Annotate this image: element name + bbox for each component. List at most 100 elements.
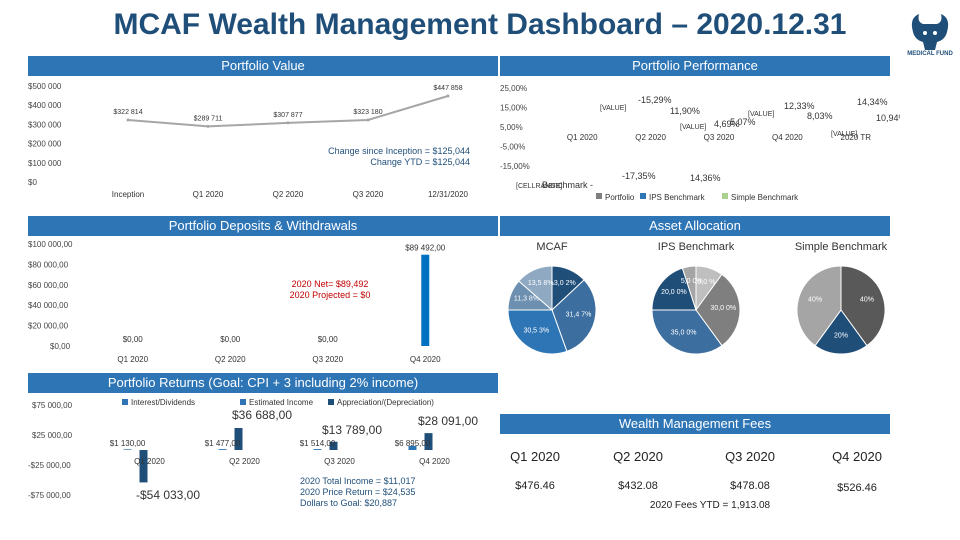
value-point (126, 118, 130, 122)
returns-appreciation-bar (234, 427, 243, 450)
returns-header: Portfolio Returns (Goal: CPI + 3 includi… (28, 373, 498, 393)
deposits-data-label: $89 492,00 (405, 244, 446, 253)
value-data-label: $323 180 (353, 109, 382, 116)
portfolio-performance-header: Portfolio Performance (500, 56, 890, 76)
allocation-pie-label: 40% (808, 297, 822, 304)
value-xtick: Q3 2020 (353, 190, 384, 199)
value-annotation-line-1: Change since Inception = $125,044 (328, 146, 470, 156)
deposits-ytick: $20 000,00 (28, 322, 69, 331)
deposits-ytick: $60 000,00 (28, 281, 69, 290)
perf-ytick: -15,00% (500, 162, 530, 171)
returns-income-bar (408, 445, 417, 450)
asset-allocation-chart: MCAF 13,0 2% 31,4 7% 30,5 3% 11,3 8% 13,5 8% I… (507, 241, 888, 355)
returns-legend-swatch (240, 399, 246, 405)
returns-ytick: -$75 000,00 (28, 491, 71, 500)
returns-xtick: Q4 2020 (419, 457, 450, 466)
value-ytick: $500 000 (28, 82, 62, 91)
value-point (366, 118, 370, 122)
perf-ytick: 25,00% (500, 84, 527, 93)
value-ytick: $0 (28, 178, 37, 187)
portfolio-performance-chart: 25,00% 15,00% 5,00% -5,00% -15,00% Q1 2020 Q2 … (500, 84, 900, 202)
perf-data-label: -17,35% (622, 171, 656, 181)
returns-legend-swatch (122, 399, 128, 405)
fees-header: Wealth Management Fees (500, 414, 890, 434)
allocation-pie-label: 35,0 0% (671, 329, 697, 336)
deposits-data-label: $0,00 (220, 335, 241, 344)
allocation-pie-slice (814, 309, 868, 355)
bull-logo-icon (911, 14, 949, 50)
perf-data-label: 5,07% (730, 117, 756, 127)
perf-placeholder-label: [CELLRANGE] (516, 183, 562, 190)
allocation-pie-slice (796, 265, 842, 347)
returns-xtick: Q3 2020 (324, 457, 355, 466)
perf-legend-swatch (640, 193, 646, 199)
perf-data-label: 4,69% (714, 119, 740, 129)
allocation-pie-title: Simple Benchmark (795, 241, 888, 253)
allocation-header: Asset Allocation (500, 216, 890, 236)
perf-xtick: Q4 2020 (772, 133, 803, 142)
allocation-pie-label: 13,0 2% (550, 280, 576, 287)
portfolio-value-header: Portfolio Value (28, 56, 498, 76)
deposits-header: Portfolio Deposits & Withdrawals (28, 216, 498, 236)
returns-appreciation-label: -$54 033,00 (136, 488, 200, 502)
deposits-data-label: $0,00 (123, 335, 144, 344)
page-title: MCAF Wealth Management Dashboard – 2020.… (113, 8, 847, 41)
returns-appreciation-bar (424, 433, 433, 450)
deposits-ytick: $100 000,00 (28, 240, 73, 249)
value-point (206, 124, 210, 128)
returns-ytick: $75 000,00 (32, 401, 73, 410)
allocation-pie-label: 10,0 % (694, 279, 716, 286)
deposits-annotation: 2020 Net= $89,492 2020 Projected = $0 (270, 279, 390, 301)
perf-legend-swatch (596, 193, 602, 199)
deposits-annotation-line-2: 2020 Projected = $0 (289, 290, 371, 300)
returns-annotation: 2020 Total Income = $11,017 2020 Price R… (300, 476, 470, 509)
allocation-pie-slice (551, 279, 597, 353)
allocation-pie-label: 5,0 0% (681, 278, 703, 285)
fee-value-1: $476.46 (515, 480, 555, 492)
fee-value-3: $478.08 (730, 480, 770, 492)
perf-legend-swatch (722, 193, 728, 199)
deposits-ytick: $0,00 (50, 342, 71, 351)
returns-legend-item: Appreciation/(Depreciation) (337, 398, 434, 407)
returns-annotation-line-2: 2020 Price Return = $24,535 (300, 487, 416, 497)
perf-legend-item: Simple Benchmark (731, 193, 799, 202)
returns-appreciation-label: $36 688,00 (232, 408, 292, 422)
allocation-pie-label: 30,5 3% (523, 327, 549, 334)
fee-value-2: $432.08 (618, 480, 658, 492)
value-annotation-line-2: Change YTD = $125,044 (370, 157, 470, 167)
fee-quarter-2: Q2 2020 (613, 449, 663, 464)
returns-appreciation-label: $13 789,00 (322, 423, 382, 437)
allocation-pie-slice (518, 265, 553, 312)
deposits-ytick: $40 000,00 (28, 301, 69, 310)
deposits-xtick: Q4 2020 (410, 355, 441, 364)
returns-annotation-line-3: Dollars to Goal: $20,887 (300, 498, 398, 508)
perf-placeholder-label: [VALUE] (748, 111, 774, 118)
deposits-chart: $100 000,00 $80 000,00 $60 000,00 $40 000,0… (28, 240, 446, 364)
value-data-label: $447 858 (433, 85, 462, 92)
allocation-pie-label: 31,4 7% (566, 311, 592, 318)
perf-legend-prefix: Benchmark - (542, 180, 593, 190)
deposits-ytick: $80 000,00 (28, 260, 69, 269)
value-ytick: $200 000 (28, 140, 62, 149)
perf-placeholder-label: [VALUE] (600, 105, 626, 112)
value-data-label: $289 711 (194, 115, 223, 122)
allocation-pie-slice (507, 309, 568, 355)
returns-appreciation-bar (139, 450, 148, 483)
deposits-xtick: Q3 2020 (312, 355, 343, 364)
allocation-pie-label: 20% (834, 332, 848, 339)
fee-quarter-4: Q4 2020 (832, 449, 882, 464)
allocation-pie-slice (651, 267, 697, 311)
returns-income-bar (313, 449, 322, 450)
value-xtick: 12/31/2020 (428, 190, 469, 199)
perf-xtick: Q1 2020 (567, 133, 598, 142)
allocation-pie-label: 40% (860, 297, 874, 304)
returns-appreciation-bar (329, 441, 338, 450)
returns-income-label: $1 130,00 (110, 439, 146, 448)
value-annotation: Change since Inception = $125,044 Change… (300, 146, 470, 168)
perf-legend-item: IPS Benchmark (649, 193, 706, 202)
value-data-label: $307 877 (273, 112, 302, 119)
value-ytick: $300 000 (28, 120, 62, 129)
returns-annotation-line-1: 2020 Total Income = $11,017 (300, 476, 416, 486)
perf-data-label: 8,03% (807, 111, 833, 121)
returns-chart: $75 000,00 $25 000,00 -$25 000,00 -$75 000,… (28, 398, 478, 502)
